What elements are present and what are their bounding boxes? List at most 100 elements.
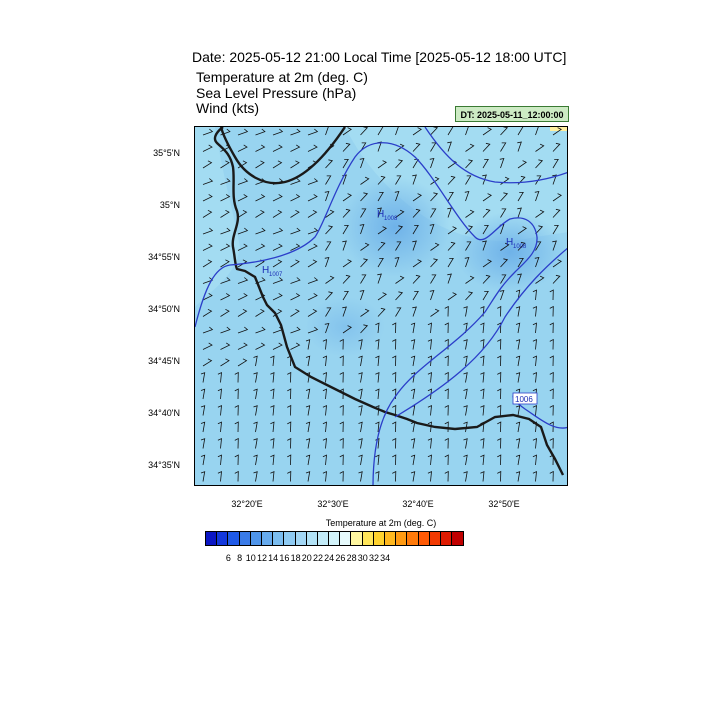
variable-temperature: Temperature at 2m (deg. C) — [196, 69, 368, 85]
wind-barb — [217, 421, 222, 433]
wind-barb — [392, 355, 397, 367]
wind-barb — [322, 454, 327, 466]
wind-barb — [444, 437, 449, 449]
wind-barb — [410, 438, 416, 449]
wind-barb — [307, 209, 318, 218]
wind-barb — [358, 438, 363, 449]
wind-barb — [339, 371, 344, 383]
wind-barb — [517, 141, 522, 152]
wind-barb — [202, 243, 213, 251]
colorbar-swatch — [407, 532, 419, 545]
wind-barb — [220, 259, 230, 268]
wind-barb — [465, 209, 475, 218]
wind-barb — [377, 258, 384, 268]
wind-barb — [447, 192, 454, 202]
wind-barb — [270, 404, 275, 416]
wind-barb — [500, 242, 510, 251]
wind-barb — [480, 371, 485, 383]
wind-barb — [497, 338, 502, 350]
wind-barb — [444, 470, 449, 482]
wind-barb — [358, 405, 363, 416]
wind-barb — [500, 192, 509, 202]
wind-barb — [342, 291, 349, 301]
wind-barb — [255, 144, 266, 152]
wind-barb — [237, 326, 249, 334]
high-pressure-value: 1008 — [384, 216, 398, 222]
wind-barb — [395, 307, 402, 317]
wind-barb — [360, 258, 369, 268]
colorbar-swatch — [396, 532, 408, 545]
wind-barb — [200, 388, 206, 400]
wind-barb — [342, 193, 352, 202]
wind-barb — [517, 127, 524, 136]
wind-barb — [322, 421, 327, 433]
wind-barb — [535, 275, 545, 284]
wind-barb — [447, 273, 452, 284]
wind-barb — [237, 308, 248, 317]
wind-barb — [392, 470, 397, 482]
wind-barb — [290, 259, 300, 268]
wind-barb — [342, 159, 349, 169]
wind-barb — [463, 438, 468, 449]
wind-barb — [517, 258, 524, 268]
colorbar-swatch — [452, 532, 464, 545]
wind-barb — [270, 454, 275, 466]
wind-barb — [234, 470, 239, 482]
wind-barb — [447, 241, 456, 251]
wind-barb — [427, 437, 432, 449]
wind-barb — [412, 259, 422, 268]
wind-barb — [307, 326, 319, 334]
wind-barb — [322, 437, 327, 449]
wind-barb — [377, 160, 387, 169]
wind-barb — [552, 208, 561, 218]
colorbar — [205, 531, 465, 546]
wind-barb — [270, 437, 275, 449]
wind-barb — [549, 338, 554, 350]
wind-barb — [360, 274, 367, 284]
wind-barb — [307, 128, 319, 136]
wind-barb — [200, 471, 206, 482]
wind-barb — [447, 258, 454, 268]
wind-barb — [220, 160, 230, 169]
wind-barb — [500, 142, 507, 152]
wind-barb — [410, 339, 416, 350]
wind-barb — [532, 305, 537, 317]
wind-barb — [290, 144, 301, 152]
wind-barb — [549, 421, 554, 433]
wind-barb — [392, 338, 397, 350]
wind-barb — [463, 322, 468, 334]
wind-barb — [517, 241, 526, 251]
wind-barb — [234, 404, 239, 416]
wind-barb — [237, 227, 249, 235]
wind-barb — [395, 275, 405, 284]
wind-barb — [499, 157, 505, 169]
wind-barb — [325, 275, 335, 284]
wind-barb — [410, 372, 416, 383]
lon-label: 32°50'E — [488, 499, 520, 509]
wind-barb — [272, 160, 283, 169]
wind-barb — [305, 339, 311, 350]
wind-barb — [255, 326, 266, 334]
wind-barb — [202, 227, 214, 235]
wind-barb — [325, 127, 329, 136]
wind-barb — [305, 438, 311, 449]
wind-barb — [412, 306, 417, 317]
wind-barb — [375, 322, 380, 334]
wind-barb — [535, 159, 544, 169]
wind-barb — [359, 223, 365, 235]
wind-barb — [552, 142, 561, 152]
wind-barb — [465, 143, 475, 152]
wind-barb — [377, 207, 382, 218]
colorbar-swatch — [261, 532, 274, 545]
colorbar-swatch — [362, 532, 374, 545]
wind-barb — [237, 243, 248, 251]
wind-barb — [342, 127, 352, 136]
wind-barb — [307, 178, 319, 185]
wind-barb — [412, 240, 417, 251]
wind-barb — [412, 159, 419, 169]
wind-barb — [234, 421, 239, 433]
wind-barb — [532, 289, 537, 301]
wind-barb — [322, 371, 327, 383]
wind-barb — [325, 209, 335, 218]
wind-barb — [287, 470, 292, 482]
